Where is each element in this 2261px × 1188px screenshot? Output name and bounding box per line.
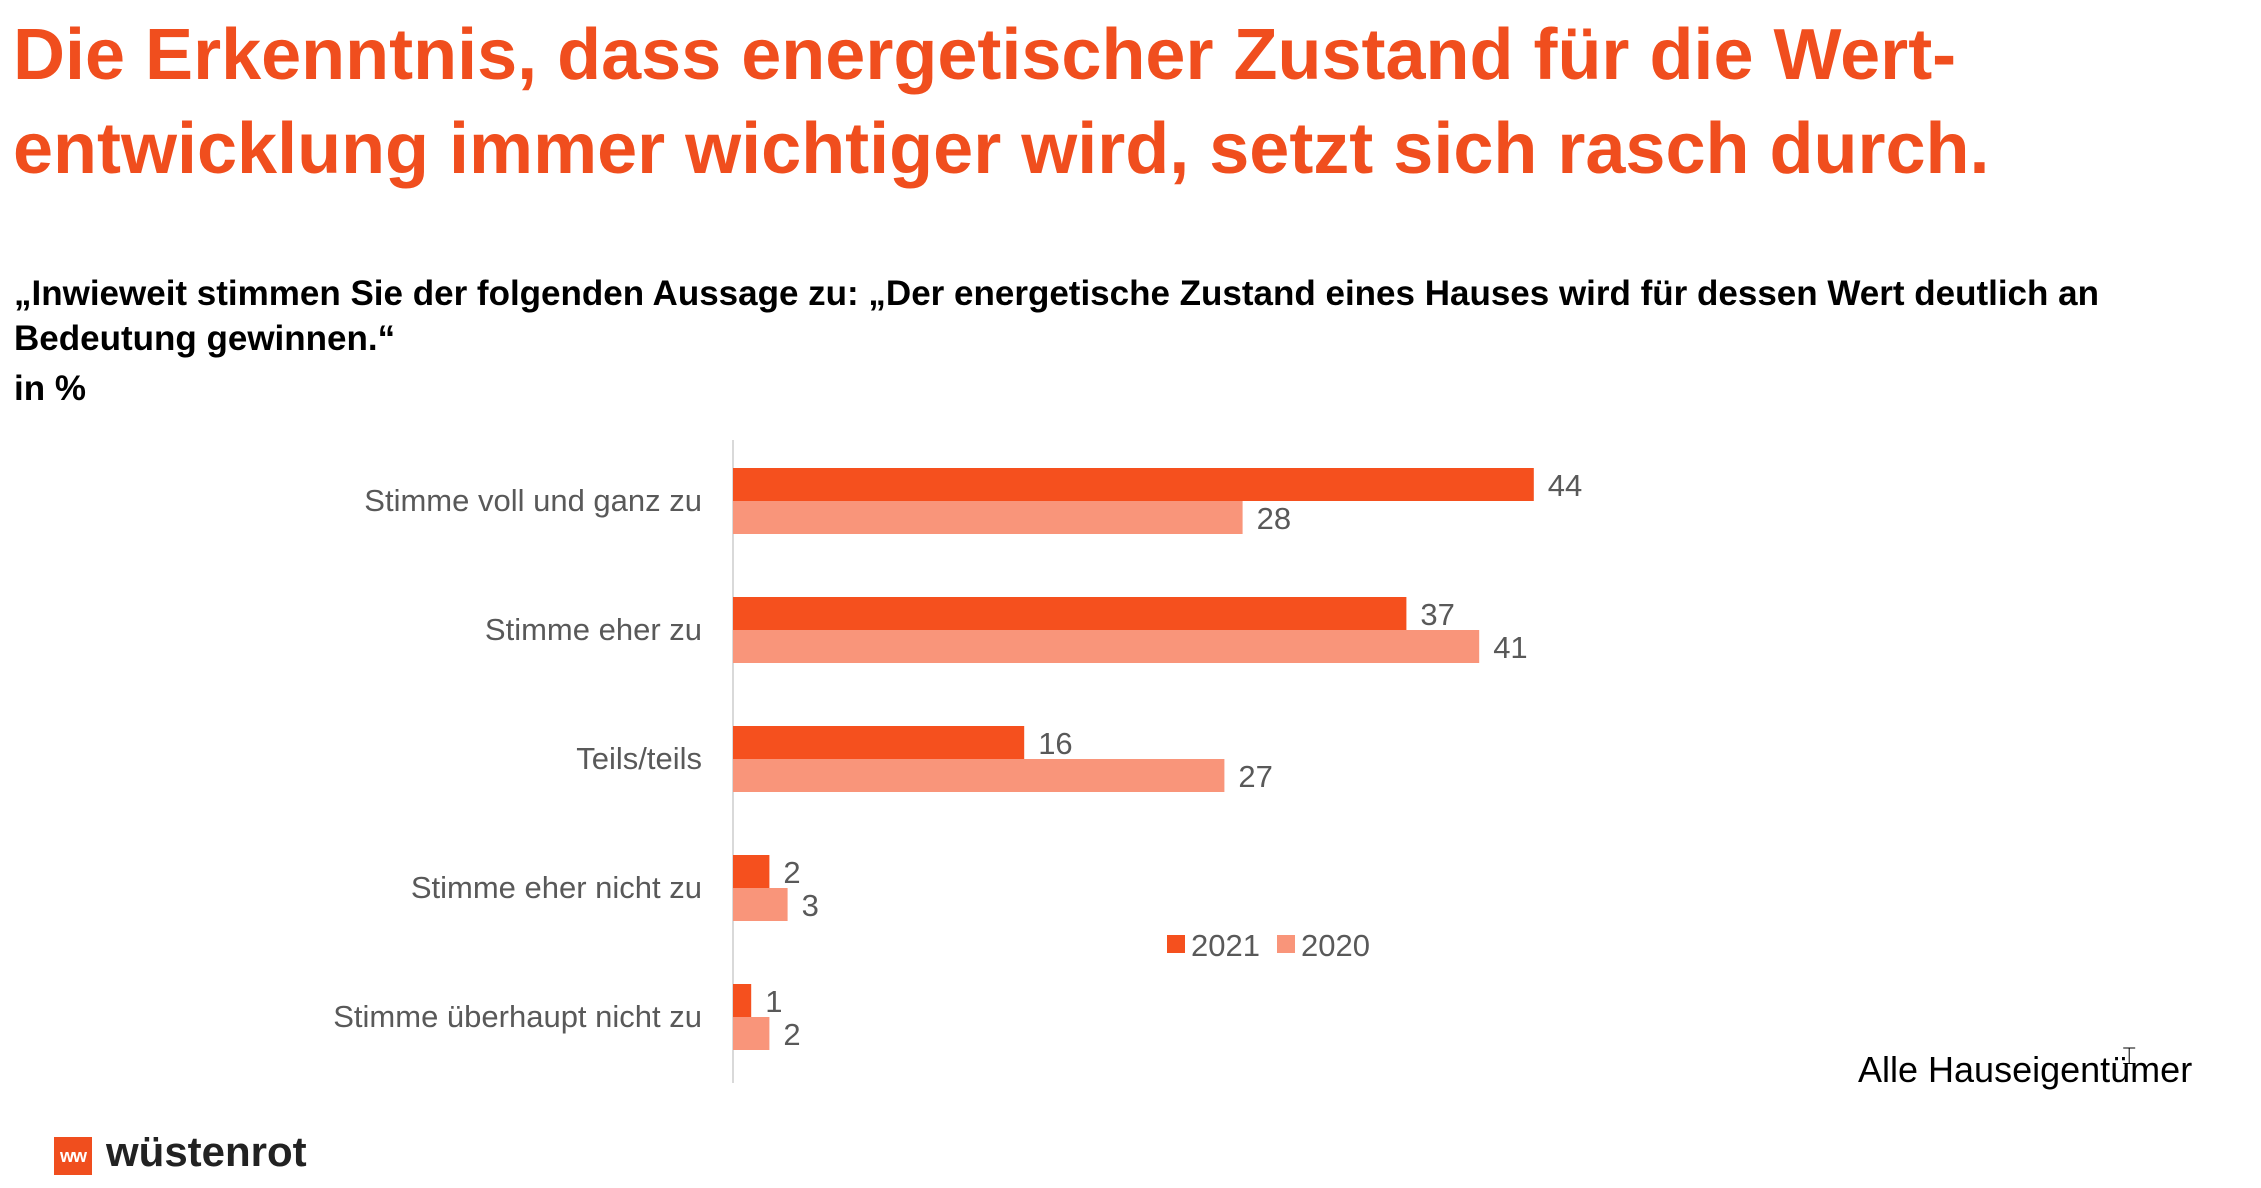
bar-2020: [733, 759, 1225, 792]
brand-mark-icon: ww: [54, 1137, 92, 1175]
category-label: Teils/teils: [576, 741, 702, 776]
bar-2020: [733, 501, 1243, 534]
title-line-2: entwicklung immer wichtiger wird, setzt …: [13, 109, 1990, 189]
unit-label: in %: [14, 369, 86, 408]
bar-2020: [733, 888, 788, 921]
bar-2020: [733, 1017, 770, 1050]
bar-2021: [733, 597, 1407, 630]
data-label-2021: 1: [765, 984, 782, 1019]
category-label: Stimme überhaupt nicht zu: [333, 999, 702, 1034]
data-label-2021: 16: [1038, 726, 1072, 761]
bar-2020: [733, 630, 1480, 663]
legend-label-2021: 2021: [1191, 928, 1260, 963]
legend-swatch-2021: [1167, 935, 1185, 953]
category-label: Stimme voll und ganz zu: [364, 483, 702, 518]
data-label-2021: 2: [783, 855, 800, 890]
data-label-2020: 41: [1493, 630, 1527, 665]
brand-name: wüstenrot: [106, 1128, 307, 1175]
category-label: Stimme eher zu: [485, 612, 702, 647]
data-label-2020: 3: [802, 888, 819, 923]
bar-2021: [733, 855, 770, 888]
survey-question: „Inwieweit stimmen Sie der folgenden Aus…: [14, 274, 2099, 358]
data-label-2020: 2: [783, 1017, 800, 1052]
category-label: Stimme eher nicht zu: [411, 870, 702, 905]
data-label-2021: 44: [1548, 468, 1582, 503]
bar-2021: [733, 984, 752, 1017]
legend-swatch-2020: [1277, 935, 1295, 953]
title-line-1: Die Erkenntnis, dass energetischer Zusta…: [13, 15, 1957, 95]
base-note: Alle Hauseigentümer: [1858, 1049, 2193, 1090]
data-label-2021: 37: [1420, 597, 1454, 632]
bar-2021: [733, 468, 1534, 501]
text-cursor-icon: ⌶: [2122, 1042, 2137, 1070]
bar-2021: [733, 726, 1025, 759]
page-title: Die Erkenntnis, dass energetischer Zusta…: [13, 8, 2213, 196]
data-label-2020: 28: [1257, 501, 1291, 536]
data-label-2020: 27: [1238, 759, 1272, 794]
legend-label-2020: 2020: [1301, 928, 1370, 963]
